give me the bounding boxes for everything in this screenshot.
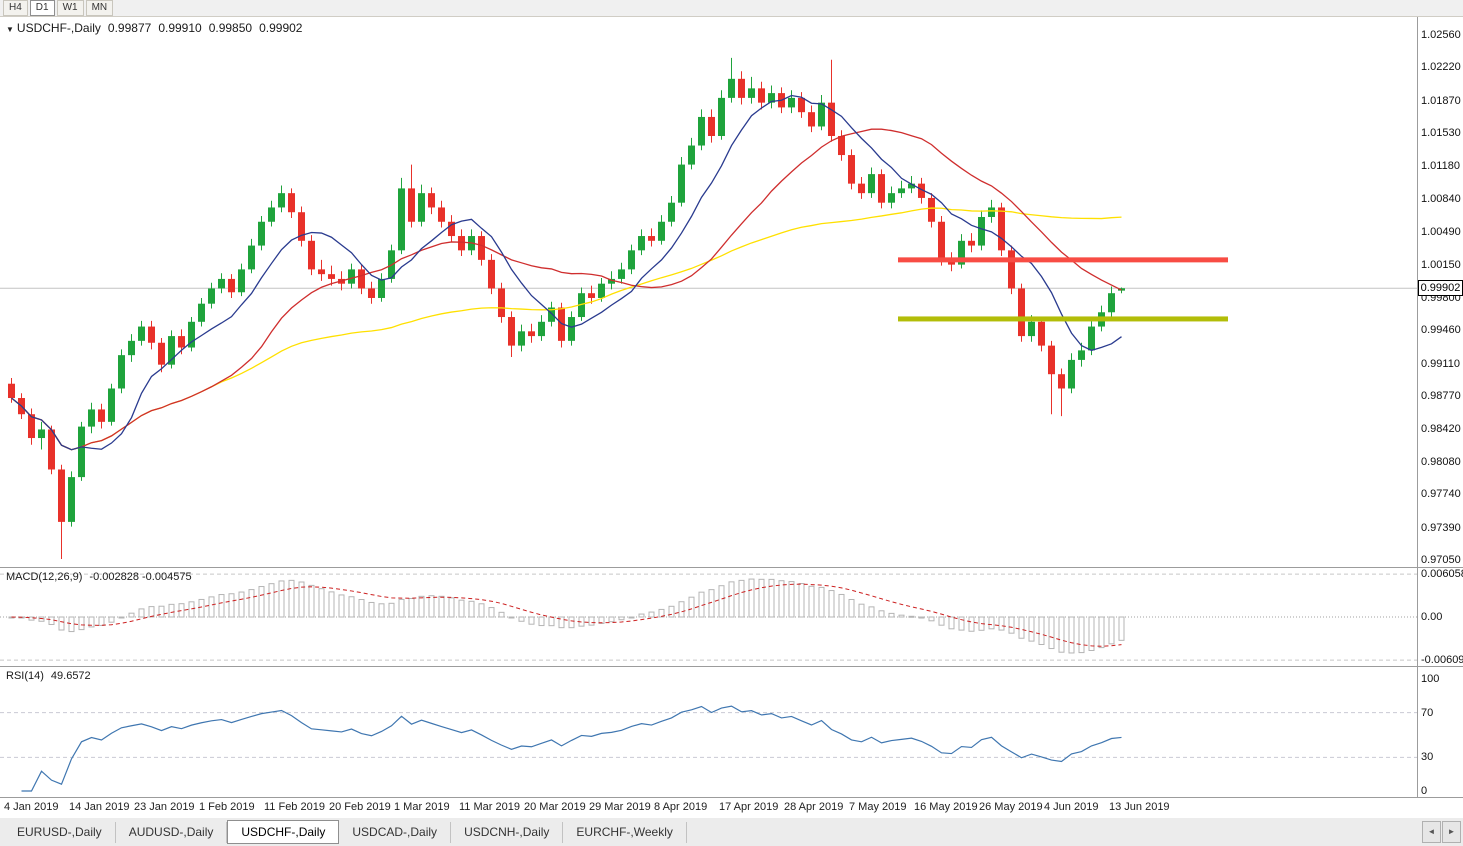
macd-panel[interactable]: MACD(12,26,9) -0.002828 -0.004575 0.00605… (0, 568, 1463, 667)
price-axis-tick: 0.98080 (1421, 455, 1461, 468)
chart-tab-bar: EURUSD-,Daily AUDUSD-,Daily USDCHF-,Daily U… (0, 818, 1463, 846)
macd-histogram (8, 578, 1125, 654)
rsi-axis-tick: 30 (1421, 751, 1434, 764)
date-axis-label: 13 Jun 2019 (1109, 801, 1170, 813)
candlestick-chart[interactable] (0, 17, 1418, 567)
timeframe-toolbar: H4 D1 W1 MN (0, 0, 1463, 17)
rsi-chart[interactable] (0, 667, 1418, 797)
rsi-axis-tick: 100 (1421, 673, 1440, 685)
tab-usdchf-daily[interactable]: USDCHF-,Daily (227, 819, 340, 844)
price-axis-tick: 0.99110 (1421, 357, 1460, 370)
date-axis-label: 29 Mar 2019 (589, 801, 651, 813)
price-axis-tick: 1.02220 (1421, 61, 1461, 74)
rsi-value: 49.6572 (50, 670, 91, 682)
ohlc-low: 0.99850 (208, 21, 253, 35)
price-axis-tick: 1.00490 (1421, 226, 1461, 239)
date-axis-label: 1 Mar 2019 (394, 801, 450, 813)
rsi-line (21, 705, 1122, 792)
price-axis-tick: 1.01180 (1421, 160, 1460, 173)
timeframe-button-w1[interactable]: W1 (56, 0, 84, 16)
date-axis-label: 14 Jan 2019 (69, 801, 130, 813)
price-axis[interactable]: 1.02560 1.02220 1.01870 1.01530 1.01180 1.008… (1418, 17, 1463, 567)
date-axis-label: 11 Mar 2019 (459, 801, 520, 813)
tab-eurusd-daily[interactable]: EURUSD-,Daily (4, 821, 116, 843)
ohlc-close: 0.99902 (259, 21, 303, 35)
date-axis-label: 1 Feb 2019 (199, 801, 255, 813)
rsi-axis-tick: 0 (1421, 785, 1428, 797)
rsi-label: RSI(14) 49.6572 (6, 670, 91, 682)
candles-layer (8, 57, 1125, 560)
chart-symbol: USDCHF-,Daily (16, 21, 101, 35)
tab-scroll-right-icon[interactable]: ► (1442, 821, 1461, 843)
price-axis-tick: 1.01530 (1421, 127, 1461, 140)
price-axis-tick: 0.97050 (1421, 554, 1461, 566)
date-axis-label: 28 Apr 2019 (784, 801, 844, 813)
price-chart-panel[interactable]: ▼ USDCHF-,Daily 0.99877 0.99910 0.99850 0.999… (0, 17, 1463, 568)
timeframe-button-mn[interactable]: MN (85, 0, 114, 16)
ma-line-medium (11, 128, 1122, 451)
price-axis-tick: 0.97740 (1421, 488, 1461, 501)
support-hline[interactable] (898, 316, 1228, 322)
chart-marker-icon[interactable]: ▼ (6, 25, 14, 34)
date-axis-label: 23 Jan 2019 (134, 801, 195, 813)
resistance-hline[interactable] (898, 257, 1228, 263)
date-axis-label: 26 May 2019 (979, 801, 1043, 813)
price-axis-tick: 0.98420 (1421, 423, 1461, 436)
current-price-tag: 0.99902 (1418, 280, 1463, 297)
ma-line-fast (11, 94, 1122, 451)
tab-scroll-left-icon[interactable]: ◄ (1422, 821, 1441, 843)
date-axis[interactable]: 4 Jan 2019 14 Jan 2019 23 Jan 2019 1 Feb 20… (0, 798, 1463, 819)
macd-name: MACD(12,26,9) (6, 571, 83, 583)
price-axis-tick: 0.98770 (1421, 390, 1461, 403)
macd-axis: 0.006058 0.00 -0.006096 (1418, 568, 1463, 666)
macd-axis-tick: -0.006096 (1421, 654, 1463, 667)
date-axis-label: 11 Feb 2019 (264, 801, 325, 813)
date-axis-label: 16 May 2019 (914, 801, 978, 813)
macd-axis-tick: 0.006058 (1421, 568, 1463, 581)
ohlc-high: 0.99910 (158, 21, 202, 35)
macd-axis-tick: 0.00 (1421, 611, 1443, 623)
timeframe-button-d1[interactable]: D1 (29, 0, 55, 16)
tab-usdcad-daily[interactable]: USDCAD-,Daily (339, 821, 452, 843)
price-axis-tick: 1.02560 (1421, 29, 1461, 41)
macd-label: MACD(12,26,9) -0.002828 -0.004575 (6, 571, 192, 583)
tab-usdcnh-daily[interactable]: USDCNH-,Daily (451, 821, 564, 843)
price-axis-tick: 1.01870 (1421, 94, 1461, 107)
timeframe-button-h4[interactable]: H4 (3, 0, 28, 16)
date-axis-label: 4 Jun 2019 (1044, 801, 1099, 813)
price-axis-tick: 0.99460 (1421, 324, 1461, 337)
tab-scroll-controls: ◄ ► (1422, 821, 1461, 843)
tab-eurchf-weekly[interactable]: EURCHF-,Weekly (563, 821, 687, 843)
date-axis-label: 20 Feb 2019 (329, 801, 391, 813)
date-axis-label: 7 May 2019 (849, 801, 907, 813)
date-axis-label: 20 Mar 2019 (524, 801, 586, 813)
macd-signal-line (11, 583, 1122, 647)
price-axis-tick: 1.00150 (1421, 258, 1461, 271)
ma-line-slow (11, 207, 1122, 451)
date-axis-label: 4 Jan 2019 (4, 801, 59, 813)
price-axis-tick: 0.97390 (1421, 521, 1461, 534)
date-axis-label: 17 Apr 2019 (719, 801, 779, 813)
ohlc-open: 0.99877 (107, 21, 152, 35)
macd-chart[interactable] (0, 568, 1418, 666)
tab-audusd-daily[interactable]: AUDUSD-,Daily (116, 821, 228, 843)
rsi-axis-tick: 70 (1421, 706, 1434, 719)
rsi-axis: 100 70 30 0 (1418, 667, 1463, 797)
price-axis-tick: 1.00840 (1421, 192, 1461, 205)
date-axis-label: 8 Apr 2019 (654, 801, 708, 813)
rsi-name: RSI(14) (6, 670, 44, 682)
macd-values: -0.002828 -0.004575 (89, 571, 192, 583)
chart-symbol-ohlc-label: ▼ USDCHF-,Daily 0.99877 0.99910 0.99850 0.999… (6, 21, 302, 35)
rsi-panel[interactable]: RSI(14) 49.6572 100 70 30 0 (0, 667, 1463, 798)
